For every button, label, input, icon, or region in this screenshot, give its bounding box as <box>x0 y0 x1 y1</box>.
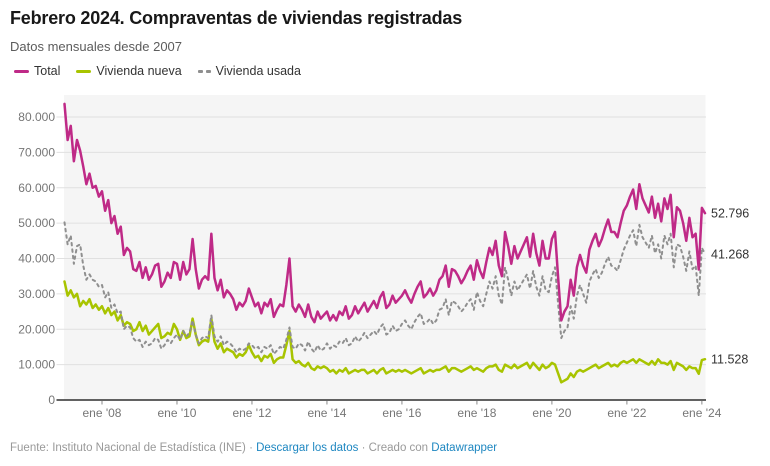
total-line-swatch-icon <box>14 69 29 73</box>
legend-item-vivienda-nueva[interactable]: Vivienda nueva <box>76 64 182 78</box>
chart-subtitle: Datos mensuales desde 2007 <box>10 38 183 54</box>
y-axis-tick-label: 30.000 <box>18 287 55 301</box>
x-axis-tick-label: ene '16 <box>382 406 421 420</box>
vivienda-nueva-line-swatch-icon <box>76 69 92 73</box>
x-axis-tick-label: ene '20 <box>532 406 571 420</box>
y-axis-tick-label: 50.000 <box>18 216 55 230</box>
page-title: Febrero 2024. Compraventas de viviendas … <box>10 8 463 28</box>
footer: Fuente: Instituto Nacional de Estadístic… <box>10 442 497 454</box>
download-data-link[interactable]: Descargar los datos <box>256 442 359 454</box>
datawrapper-link[interactable]: Datawrapper <box>431 442 498 454</box>
legend-label-vivienda-usada: Vivienda usada <box>215 64 301 78</box>
legend: Total Vivienda nueva Vivienda usada <box>14 64 301 78</box>
y-axis-tick-label: 80.000 <box>18 110 55 124</box>
series-line-vivienda-usada[interactable] <box>63 221 706 356</box>
y-axis-tick-label: 10.000 <box>18 358 55 372</box>
legend-label-total: Total <box>34 64 61 78</box>
footer-separator: · <box>245 442 257 454</box>
created-with-text: Creado con <box>368 442 432 454</box>
vivienda-usada-dashed-swatch-icon <box>197 69 211 73</box>
series-line-total[interactable] <box>63 102 707 324</box>
x-axis-tick-label: ene '18 <box>457 406 496 420</box>
footer-separator: · <box>358 442 369 454</box>
y-axis-tick-label: 0 <box>48 393 55 407</box>
end-value-label-total: 52.796 <box>711 207 749 221</box>
legend-label-vivienda-nueva: Vivienda nueva <box>96 64 182 78</box>
chart-header: Febrero 2024. Compraventas de viviendas … <box>10 8 760 54</box>
legend-item-total[interactable]: Total <box>14 64 60 78</box>
x-axis-tick-label: ene '24 <box>682 406 721 420</box>
y-axis-tick-label: 40.000 <box>18 252 55 266</box>
end-value-label-vivienda-nueva: 11.528 <box>711 353 748 367</box>
plot-background <box>64 95 706 400</box>
x-axis-tick-label: ene '22 <box>607 406 646 420</box>
source-text: Fuente: Instituto Nacional de Estadístic… <box>10 442 246 454</box>
y-axis-tick-label: 20.000 <box>18 322 55 336</box>
y-axis-tick-label: 70.000 <box>18 145 55 159</box>
series-line-vivienda-nueva[interactable] <box>63 280 707 384</box>
x-axis-tick-label: ene '10 <box>157 406 196 420</box>
x-axis-tick-label: ene '14 <box>307 406 346 420</box>
x-axis-tick-label: ene '08 <box>82 406 121 420</box>
end-value-label-vivienda-usada: 41.268 <box>711 248 749 262</box>
legend-item-vivienda-usada[interactable]: Vivienda usada <box>197 64 301 78</box>
x-axis-tick-label: ene '12 <box>232 406 271 420</box>
y-axis-tick-label: 60.000 <box>18 181 55 195</box>
